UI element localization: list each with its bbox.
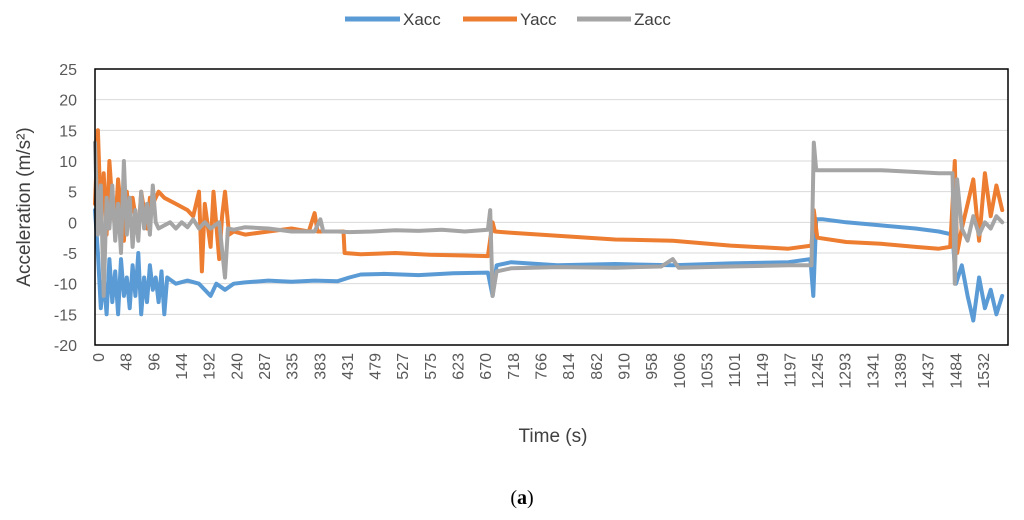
y-axis-title: Acceleration (m/s²) [14, 127, 35, 286]
x-tick-label: 1484 [948, 353, 965, 389]
x-tick-label: 814 [561, 353, 578, 380]
legend-label-yacc: Yacc [520, 10, 557, 29]
y-tick-label: 15 [59, 123, 77, 140]
y-tick-label: 25 [59, 62, 77, 79]
x-tick-label: 1197 [782, 353, 799, 388]
y-tick-label: 10 [59, 154, 77, 171]
y-tick-label: -10 [54, 277, 77, 294]
y-tick-label: 5 [68, 185, 77, 202]
caption-label: a [517, 487, 527, 509]
legend-label-xacc: Xacc [403, 10, 441, 29]
x-tick-label: 1053 [699, 353, 716, 389]
x-tick-label: 575 [423, 353, 440, 380]
y-tick-label: 0 [68, 215, 77, 232]
x-tick-label: 670 [478, 353, 495, 380]
y-axis-ticks: -20 -15 -10 -5 0 5 10 15 20 25 [54, 62, 77, 355]
caption-open-paren: ( [510, 487, 517, 509]
x-tick-label: 1437 [921, 353, 938, 389]
x-tick-label: 527 [395, 353, 412, 380]
legend: Xacc Yacc Zacc [345, 10, 671, 29]
x-tick-label: 287 [257, 353, 274, 380]
data-series [93, 128, 1005, 323]
x-axis-ticks: 0 48 96 144 192 240 287 335 383 431 479 527 575 623 67… [91, 353, 993, 389]
series-line-zacc [93, 140, 1005, 298]
x-tick-label: 718 [506, 353, 523, 380]
x-tick-label: 1245 [810, 353, 827, 389]
x-tick-label: 1149 [755, 353, 772, 388]
series-line-yacc [93, 128, 1005, 274]
y-tick-label: -15 [54, 307, 77, 324]
gridlines [95, 99, 1008, 315]
x-tick-label: 958 [644, 353, 661, 380]
x-tick-label: 1532 [976, 353, 993, 389]
x-tick-label: 144 [174, 353, 191, 380]
x-axis-title: Time (s) [519, 426, 588, 447]
plot-area-border [94, 68, 1009, 346]
x-tick-label: 910 [616, 353, 633, 380]
y-tick-label: -5 [63, 246, 77, 263]
x-tick-label: 48 [119, 353, 136, 371]
x-tick-label: 862 [589, 353, 606, 380]
caption-close-paren: ) [527, 487, 534, 509]
x-tick-label: 479 [368, 353, 385, 380]
x-tick-label: 335 [285, 353, 302, 380]
y-tick-label: -20 [54, 338, 77, 355]
x-tick-label: 1389 [893, 353, 910, 389]
legend-item-zacc: Zacc [577, 10, 671, 29]
x-tick-label: 96 [146, 353, 163, 371]
x-tick-label: 1101 [727, 353, 744, 388]
x-tick-label: 383 [312, 353, 329, 380]
x-tick-label: 623 [451, 353, 468, 380]
legend-item-xacc: Xacc [345, 10, 441, 29]
x-tick-label: 192 [202, 353, 219, 380]
x-tick-label: 431 [340, 353, 357, 380]
legend-label-zacc: Zacc [634, 10, 671, 29]
x-tick-label: 766 [534, 353, 551, 380]
x-tick-label: 1341 [865, 353, 882, 389]
legend-item-yacc: Yacc [463, 10, 557, 29]
series-line-xacc [93, 208, 1005, 323]
figure-caption: (a) [510, 487, 533, 509]
x-tick-label: 1293 [838, 353, 855, 389]
x-tick-label: 0 [91, 353, 108, 362]
x-tick-label: 1006 [672, 353, 689, 389]
y-tick-label: 20 [59, 93, 77, 110]
x-tick-label: 240 [229, 353, 246, 380]
